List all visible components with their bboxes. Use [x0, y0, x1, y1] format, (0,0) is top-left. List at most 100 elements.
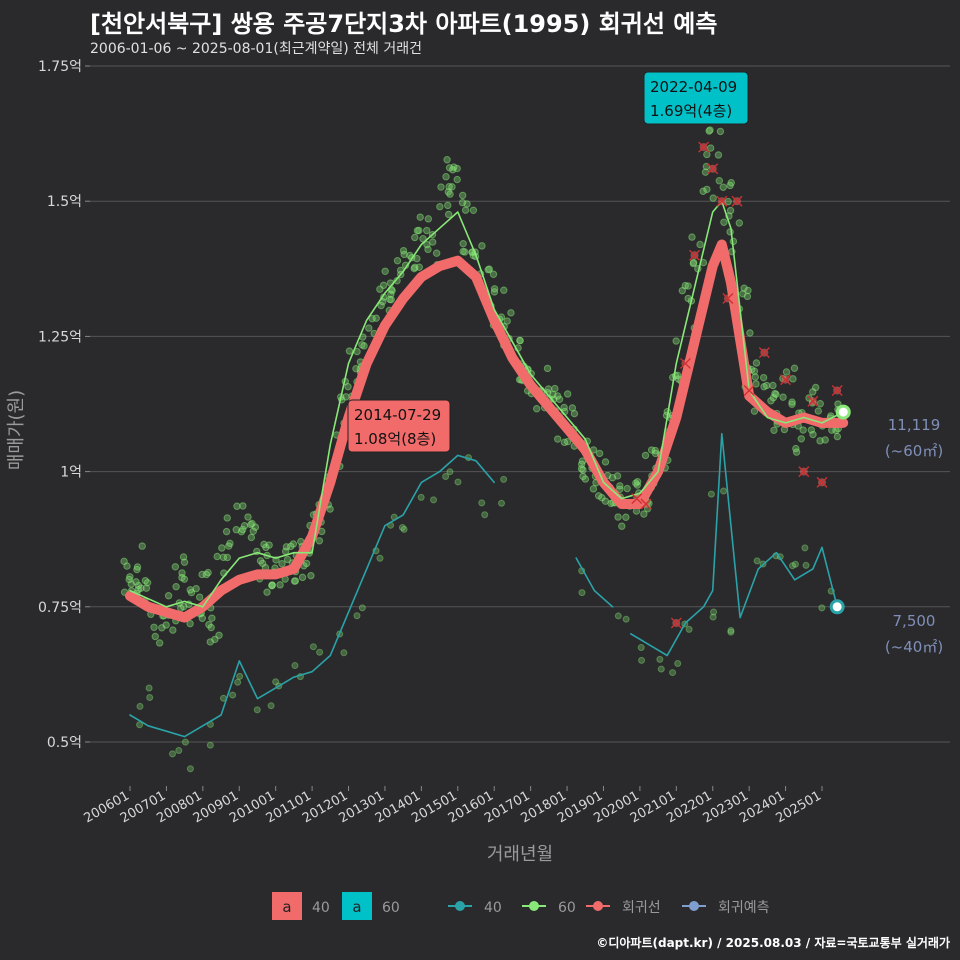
scatter-point-60: [752, 380, 760, 388]
forecast-cross: [670, 617, 682, 629]
scatter-point-60: [376, 285, 384, 293]
scatter-point-60: [740, 284, 748, 292]
scatter-point-60: [797, 435, 806, 443]
scatter-point-40: [175, 746, 183, 754]
series-line-60: [129, 200, 844, 608]
scatter-point-40: [709, 613, 717, 621]
scatter-point-60: [238, 525, 247, 534]
scatter-point-60: [790, 364, 799, 372]
scatter-point-60: [720, 218, 728, 226]
scatter-point-60: [432, 249, 441, 257]
scatter-point-60: [179, 553, 188, 561]
scatter-point-60: [416, 213, 424, 221]
scatter-point-40: [446, 468, 454, 476]
scatter-point-60: [614, 513, 622, 521]
scatter-point-40: [398, 524, 406, 532]
y-tick-label: 1억: [60, 465, 82, 481]
scatter-point-60: [633, 481, 642, 489]
scatter-point-40: [685, 625, 693, 633]
scatter-point-60: [400, 250, 408, 259]
scatter-point-60: [715, 177, 724, 185]
scatter-point-40: [720, 487, 728, 495]
scatter-point-60: [368, 314, 376, 323]
scatter-point-60: [563, 390, 572, 398]
scatter-point-60: [616, 485, 624, 493]
scatter-point-60: [177, 604, 185, 612]
forecast-cross: [780, 374, 792, 386]
scatter-point-60: [490, 285, 499, 293]
scatter-point-40: [753, 557, 761, 565]
scatter-point-60: [215, 631, 223, 640]
scatter-point-60: [595, 449, 604, 458]
scatter-point-60: [132, 578, 140, 586]
callout-max-date: 2022-04-09: [650, 78, 737, 96]
scatter-point-60: [750, 407, 759, 415]
forecast-cross: [722, 293, 734, 305]
scatter-point-60: [463, 200, 471, 208]
forecast-cross: [679, 357, 691, 369]
scatter-point-40: [291, 662, 299, 670]
end-label-value: 7,500: [893, 612, 936, 630]
scatter-point-60: [239, 502, 247, 510]
scatter-point-60: [172, 582, 180, 591]
scatter-point-60: [222, 527, 231, 536]
scatter-point-60: [202, 570, 211, 579]
scatter-point-60: [150, 623, 158, 631]
scatter-point-60: [444, 201, 452, 210]
scatter-point-60: [752, 359, 761, 367]
scatter-point-60: [779, 393, 787, 401]
scatter-point-40: [669, 669, 677, 677]
scatter-point-60: [186, 619, 194, 628]
scatter-point-40: [267, 702, 275, 710]
forecast-cross: [631, 493, 643, 505]
scatter-point-60: [291, 577, 300, 585]
scatter-point-40: [818, 604, 826, 612]
scatter-point-60: [413, 226, 422, 235]
scatter-point-40: [145, 684, 153, 692]
scatter-point-60: [792, 448, 801, 456]
scatter-point-60: [453, 175, 461, 184]
chart-title: [천안서북구] 쌍용 주공7단지3차 아파트(1995) 회귀선 예측: [90, 10, 718, 38]
scatter-point-60: [789, 375, 797, 383]
scatter-point-60: [233, 502, 241, 510]
credit-text: ©디아파트(dapt.kr) / 2025.08.03 / 자료=국토교통부 실…: [596, 936, 950, 950]
scatter-point-60: [689, 259, 698, 268]
scatter-point-40: [358, 604, 366, 612]
forecast-cross: [689, 249, 701, 261]
scatter-point-60: [716, 127, 725, 136]
scatter-point-60: [714, 151, 723, 159]
scatter-point-60: [247, 533, 256, 542]
scatter-point-60: [744, 286, 752, 295]
scatter-point-60: [726, 206, 735, 215]
scatter-point-60: [507, 309, 515, 317]
forecast-cross: [816, 476, 828, 488]
scatter-point-60: [307, 571, 315, 580]
scatter-point-60: [155, 639, 164, 647]
scatter-point-40: [234, 678, 242, 686]
end-marker-60: [835, 404, 851, 420]
scatter-point-40: [206, 741, 214, 749]
legend-fill-swatch-60: [342, 892, 372, 920]
scatter-point-40: [578, 589, 586, 597]
scatter-point-40: [442, 473, 450, 481]
legend-point-swatch: [593, 901, 603, 911]
scatter-point-40: [253, 706, 261, 714]
scatter-point-60: [206, 638, 214, 646]
callout-max-value: 1.69억(4층): [650, 102, 732, 120]
scatter-point-60: [469, 206, 478, 214]
scatter-point-60: [315, 537, 324, 545]
scatter-point-60: [684, 282, 692, 290]
y-tick-label: 1.75억: [38, 59, 82, 75]
scatter-point-60: [726, 228, 734, 236]
scatter-point-60: [263, 588, 271, 596]
scatter-point-60: [424, 215, 433, 223]
scatter-point-40: [500, 475, 508, 483]
forecast-cross: [698, 141, 710, 153]
scatter-point-60: [133, 563, 142, 571]
legend-fill-swatch-40: [272, 892, 302, 920]
scatter-point-60: [622, 513, 630, 521]
scatter-point-60: [443, 156, 451, 164]
scatter-point-60: [283, 555, 292, 564]
scatter-point-60: [459, 239, 467, 248]
scatter-point-40: [622, 615, 630, 623]
